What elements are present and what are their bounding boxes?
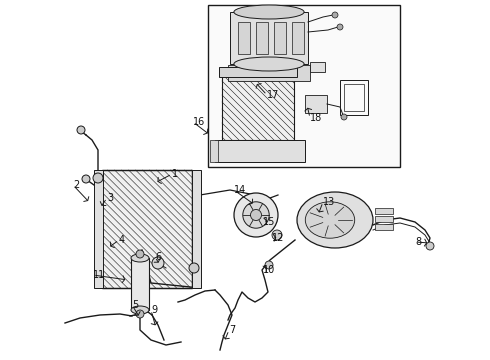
- Bar: [375, 216, 393, 222]
- Circle shape: [265, 261, 273, 269]
- Bar: [222, 75, 294, 140]
- Text: 10: 10: [263, 265, 275, 275]
- Bar: [102, 170, 192, 288]
- Circle shape: [426, 242, 434, 250]
- Bar: [340, 80, 368, 115]
- Circle shape: [332, 12, 338, 18]
- Bar: [375, 208, 393, 214]
- Circle shape: [136, 250, 144, 258]
- Circle shape: [152, 257, 164, 269]
- Circle shape: [82, 175, 90, 183]
- Ellipse shape: [297, 192, 373, 248]
- Text: 1: 1: [172, 169, 178, 179]
- Circle shape: [250, 210, 262, 220]
- Bar: [219, 140, 297, 152]
- Bar: [256, 22, 268, 54]
- Circle shape: [341, 114, 347, 120]
- Bar: [208, 5, 400, 167]
- Ellipse shape: [131, 254, 149, 262]
- Text: 3: 3: [107, 193, 113, 203]
- Text: 2: 2: [73, 180, 79, 190]
- Bar: [215, 140, 305, 162]
- Text: 17: 17: [267, 90, 279, 100]
- Bar: [292, 22, 304, 54]
- Text: 4: 4: [119, 235, 125, 245]
- Text: 12: 12: [272, 233, 284, 243]
- Circle shape: [136, 310, 144, 318]
- Text: 9: 9: [151, 305, 157, 315]
- Text: 18: 18: [310, 113, 322, 123]
- Bar: [102, 170, 192, 288]
- Circle shape: [272, 230, 282, 240]
- Text: 16: 16: [193, 117, 205, 127]
- Circle shape: [189, 263, 199, 273]
- Text: 11: 11: [93, 270, 105, 280]
- Circle shape: [243, 202, 269, 228]
- Bar: [94, 170, 103, 288]
- Text: 6: 6: [155, 252, 161, 262]
- Circle shape: [77, 126, 85, 134]
- Circle shape: [337, 24, 343, 30]
- Ellipse shape: [131, 306, 149, 314]
- Text: 8: 8: [415, 237, 421, 247]
- Text: 15: 15: [263, 217, 275, 227]
- Text: 13: 13: [323, 197, 335, 207]
- Bar: [131, 258, 149, 310]
- Circle shape: [93, 173, 103, 183]
- Bar: [344, 84, 364, 111]
- Bar: [228, 65, 310, 81]
- Bar: [238, 22, 250, 54]
- Polygon shape: [310, 62, 325, 72]
- Ellipse shape: [234, 5, 304, 19]
- Circle shape: [234, 193, 278, 237]
- Bar: [210, 140, 218, 162]
- Bar: [219, 67, 297, 77]
- Text: 7: 7: [229, 325, 235, 335]
- Bar: [192, 170, 201, 288]
- Bar: [305, 95, 327, 113]
- Ellipse shape: [234, 57, 304, 71]
- Bar: [230, 12, 308, 64]
- Text: 5: 5: [132, 300, 138, 310]
- Text: 14: 14: [234, 185, 246, 195]
- Bar: [274, 22, 286, 54]
- Bar: [375, 224, 393, 230]
- Ellipse shape: [305, 202, 355, 238]
